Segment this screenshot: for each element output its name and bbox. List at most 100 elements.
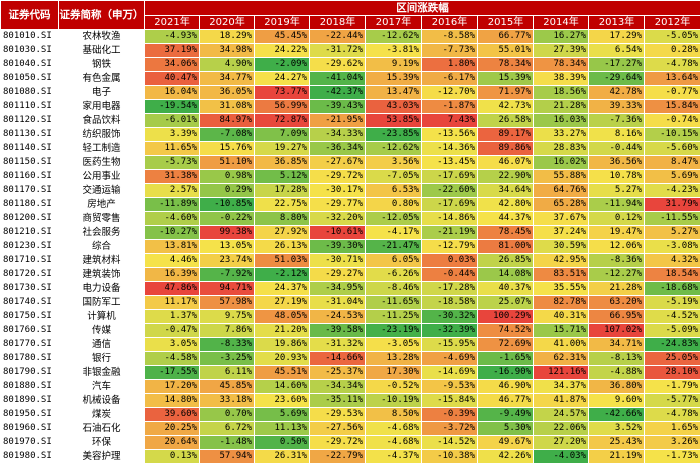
heatmap-cell: -4.23% xyxy=(645,184,700,198)
heatmap-cell: 15.39% xyxy=(478,72,534,86)
year-header: 2014年 xyxy=(534,16,589,30)
heatmap-cell: -7.92% xyxy=(200,268,255,282)
heatmap-cell: -3.05% xyxy=(366,338,422,352)
heatmap-cell: -4.03% xyxy=(534,450,589,464)
heatmap-cell: -29.53% xyxy=(310,408,366,422)
security-name: 煤炭 xyxy=(59,408,145,422)
heatmap-cell: 25.05% xyxy=(645,352,700,366)
heatmap-cell: 9.75% xyxy=(200,310,255,324)
heatmap-cell: 4.90% xyxy=(200,58,255,72)
heatmap-cell: 4.32% xyxy=(645,254,700,268)
heatmap-cell: 15.71% xyxy=(534,324,589,338)
heatmap-cell: -0.22% xyxy=(200,212,255,226)
heatmap-cell: -7.05% xyxy=(366,170,422,184)
heatmap-cell: 24.27% xyxy=(255,72,310,86)
heatmap-cell: -2.12% xyxy=(255,268,310,282)
heatmap-cell: 22.75% xyxy=(255,198,310,212)
heatmap-cell: -22.60% xyxy=(422,184,478,198)
heatmap-cell: 5.27% xyxy=(589,184,645,198)
heatmap-cell: 9.19% xyxy=(366,58,422,72)
heatmap-cell: 47.86% xyxy=(145,282,200,296)
heatmap-cell: 72.87% xyxy=(255,114,310,128)
heatmap-cell: 3.56% xyxy=(366,156,422,170)
security-code: 801950.SI xyxy=(1,408,59,422)
heatmap-cell: -21.47% xyxy=(366,240,422,254)
heatmap-cell: -14.66% xyxy=(310,352,366,366)
heatmap-cell: -0.77% xyxy=(645,86,700,100)
heatmap-cell: -7.36% xyxy=(589,114,645,128)
heatmap-cell: 31.79% xyxy=(645,198,700,212)
heatmap-cell: 16.39% xyxy=(145,268,200,282)
heatmap-cell: 30.59% xyxy=(534,240,589,254)
heatmap-cell: -4.17% xyxy=(366,226,422,240)
security-code: 801170.SI xyxy=(1,184,59,198)
heatmap-cell: -13.45% xyxy=(422,156,478,170)
security-code: 801030.SI xyxy=(1,44,59,58)
security-code: 801960.SI xyxy=(1,422,59,436)
security-code: 801200.SI xyxy=(1,212,59,226)
heatmap-cell: -8.58% xyxy=(422,30,478,44)
security-name: 银行 xyxy=(59,352,145,366)
heatmap-cell: 31.38% xyxy=(145,170,200,184)
heatmap-cell: -21.19% xyxy=(422,226,478,240)
heatmap-cell: -30.71% xyxy=(310,254,366,268)
heatmap-cell: 18.29% xyxy=(200,30,255,44)
security-name: 石油石化 xyxy=(59,422,145,436)
heatmap-cell: 100.29% xyxy=(478,310,534,324)
heatmap-cell: 26.58% xyxy=(478,114,534,128)
heatmap-cell: -12.05% xyxy=(366,212,422,226)
heatmap-cell: 83.51% xyxy=(534,268,589,282)
security-name: 非银金融 xyxy=(59,366,145,380)
heatmap-cell: 39.60% xyxy=(145,408,200,422)
heatmap-cell: 28.10% xyxy=(645,366,700,380)
security-code: 801160.SI xyxy=(1,170,59,184)
heatmap-cell: -4.68% xyxy=(366,436,422,450)
heatmap-cell: 11.17% xyxy=(145,296,200,310)
heatmap-cell: -10.19% xyxy=(366,394,422,408)
security-name: 轻工制造 xyxy=(59,142,145,156)
heatmap-cell: 16.03% xyxy=(534,114,589,128)
security-code: 801880.SI xyxy=(1,380,59,394)
heatmap-cell: -0.44% xyxy=(422,268,478,282)
heatmap-cell: 36.80% xyxy=(589,380,645,394)
security-name: 钢铁 xyxy=(59,58,145,72)
heatmap-cell: 10.78% xyxy=(589,170,645,184)
heatmap-cell: 27.19% xyxy=(255,296,310,310)
heatmap-cell: -11.89% xyxy=(145,198,200,212)
heatmap-cell: 14.08% xyxy=(478,268,534,282)
heatmap-cell: 55.01% xyxy=(478,44,534,58)
heatmap-cell: 3.39% xyxy=(145,128,200,142)
heatmap-cell: 34.71% xyxy=(589,338,645,352)
heatmap-cell: -0.47% xyxy=(145,324,200,338)
heatmap-cell: -2.09% xyxy=(255,58,310,72)
heatmap-cell: -6.17% xyxy=(422,72,478,86)
security-name: 机械设备 xyxy=(59,394,145,408)
heatmap-cell: 21.28% xyxy=(589,282,645,296)
security-code: 801010.SI xyxy=(1,30,59,44)
heatmap-cell: 34.64% xyxy=(478,184,534,198)
heatmap-cell: 74.52% xyxy=(478,324,534,338)
security-name: 家用电器 xyxy=(59,100,145,114)
heatmap-cell: -21.95% xyxy=(310,114,366,128)
security-name: 建筑装饰 xyxy=(59,268,145,282)
heatmap-cell: -39.58% xyxy=(310,324,366,338)
heatmap-cell: 45.85% xyxy=(200,380,255,394)
heatmap-cell: -24.83% xyxy=(645,338,700,352)
heatmap-cell: -29.62% xyxy=(310,58,366,72)
heatmap-cell: 24.57% xyxy=(534,408,589,422)
heatmap-cell: -17.27% xyxy=(589,58,645,72)
heatmap-cell: 71.97% xyxy=(478,86,534,100)
heatmap-cell: 51.10% xyxy=(200,156,255,170)
heatmap-cell: 40.31% xyxy=(534,310,589,324)
heatmap-cell: -17.28% xyxy=(422,282,478,296)
